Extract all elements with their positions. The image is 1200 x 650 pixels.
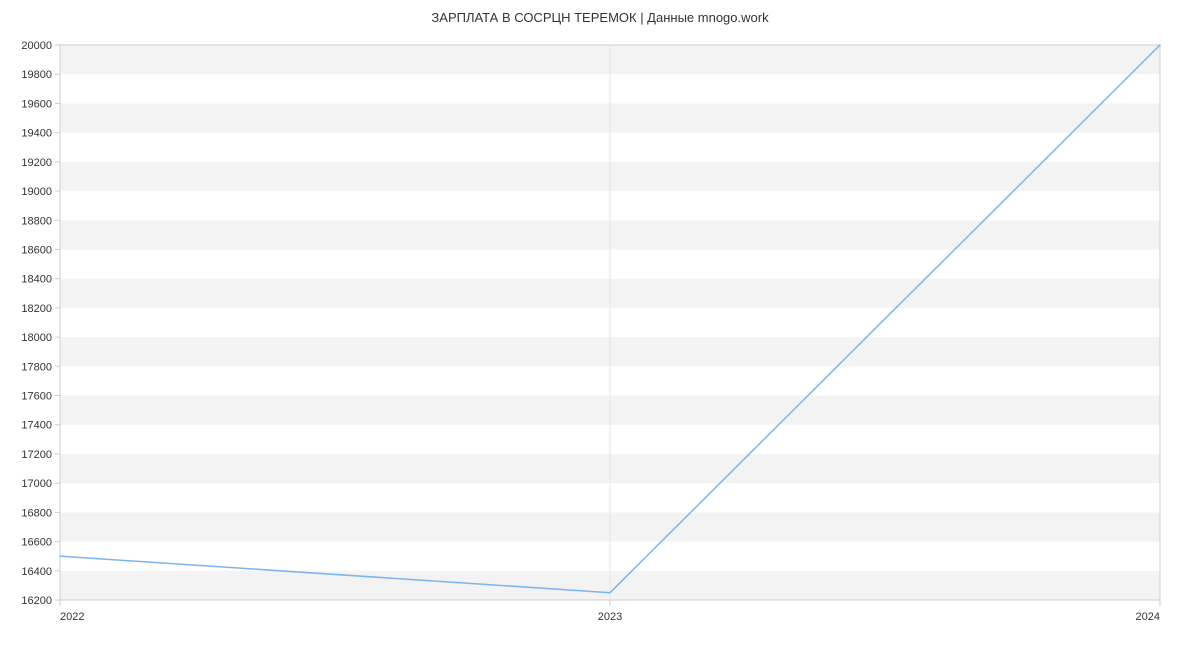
y-tick-label: 17200 xyxy=(21,449,52,461)
y-tick-label: 16600 xyxy=(21,537,52,549)
y-tick-label: 18200 xyxy=(21,303,52,315)
y-tick-label: 17600 xyxy=(21,391,52,403)
y-tick-label: 17400 xyxy=(21,420,52,432)
y-tick-label: 19800 xyxy=(21,69,52,81)
y-tick-label: 18800 xyxy=(21,215,52,227)
y-tick-label: 19000 xyxy=(21,186,52,198)
y-tick-label: 16200 xyxy=(21,595,52,607)
y-tick-label: 19600 xyxy=(21,98,52,110)
x-tick-label: 2023 xyxy=(598,611,622,623)
chart-svg: 16200 16400 16600 16800 17000 17200 17400 17600… xyxy=(0,0,1200,650)
y-tick-label: 18400 xyxy=(21,274,52,286)
y-tick-label: 19400 xyxy=(21,128,52,140)
salary-line-chart: ЗАРПЛАТА В СОСРЦН ТЕРЕМОК | Данные mnogo… xyxy=(0,0,1200,650)
y-tick-label: 17800 xyxy=(21,361,52,373)
x-tick-label: 2024 xyxy=(1136,611,1160,623)
y-tick-label: 16800 xyxy=(21,507,52,519)
y-tick-label: 18600 xyxy=(21,244,52,256)
x-tick-label: 2022 xyxy=(60,611,84,623)
y-tick-label: 16400 xyxy=(21,566,52,578)
y-tick-label: 20000 xyxy=(21,40,52,52)
y-tick-label: 17000 xyxy=(21,478,52,490)
chart-title: ЗАРПЛАТА В СОСРЦН ТЕРЕМОК | Данные mnogo… xyxy=(0,10,1200,25)
y-tick-label: 19200 xyxy=(21,157,52,169)
y-tick-label: 18000 xyxy=(21,332,52,344)
